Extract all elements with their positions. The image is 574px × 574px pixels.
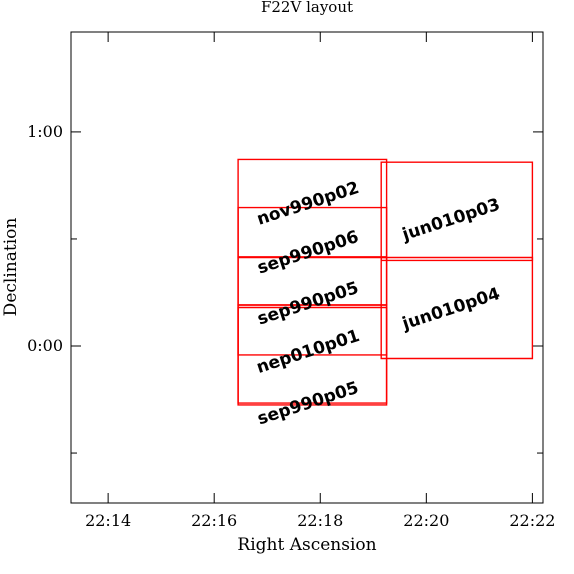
- field-label-3: nep010p01: [254, 326, 362, 378]
- x-tick-label: 22:20: [403, 511, 449, 530]
- x-tick-label: 22:16: [191, 511, 237, 530]
- field-label-2: sep990p05: [255, 278, 361, 330]
- x-tick-label: 22:22: [509, 511, 555, 530]
- field-footprint-4: [237, 306, 388, 406]
- x-tick-label: 22:18: [297, 511, 343, 530]
- y-tick-label: 1:00: [27, 122, 63, 141]
- plot-frame: [70, 31, 544, 504]
- x-tick-label: 22:14: [85, 511, 131, 530]
- field-label-0: nov990p02: [255, 178, 362, 230]
- field-footprint-6: [380, 256, 534, 360]
- chart-title: F22V layout: [261, 0, 353, 16]
- field-footprints: [237, 158, 534, 406]
- axis-ticks: 22:14 22:16 22:18 22:20 22:22 0:00 1:00: [27, 32, 555, 530]
- field-label-6: jun010p04: [399, 284, 503, 335]
- x-axis-label: Right Ascension: [237, 535, 376, 555]
- field-labels: nov990p02sep990p06sep990p05nep010p01sep9…: [254, 178, 503, 429]
- y-axis-label: Declination: [1, 218, 21, 317]
- y-tick-label: 0:00: [27, 336, 63, 355]
- field-label-5: jun010p03: [399, 195, 503, 246]
- field-label-1: sep990p06: [255, 227, 361, 279]
